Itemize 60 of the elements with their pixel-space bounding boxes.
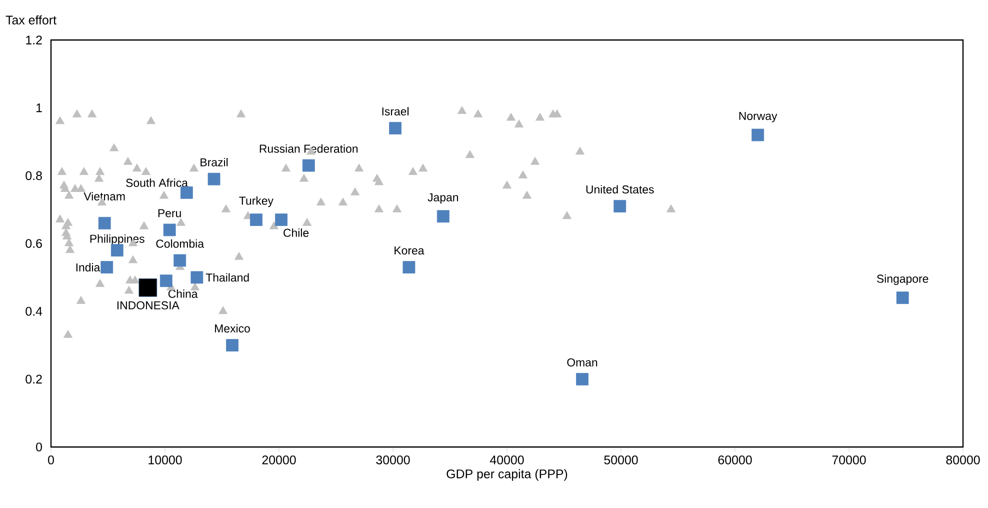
series-label: Thailand [206, 273, 249, 282]
series-label: Turkey [239, 196, 274, 208]
point [250, 214, 262, 226]
series-label: Brazil [200, 158, 228, 166]
point [163, 224, 176, 236]
point [226, 339, 238, 352]
y-tick-label: 0.2 [26, 374, 42, 384]
y-tick-label: 0 [36, 442, 42, 452]
x-tick-label: 10000 [148, 456, 182, 464]
x-tick-label: 30000 [376, 456, 410, 464]
series-label: Japan [428, 193, 458, 204]
y-tick-label: 1 [36, 104, 42, 112]
point [302, 159, 315, 172]
point [614, 200, 626, 212]
point [402, 261, 416, 274]
point [160, 274, 172, 288]
series-label: INDONESIA [117, 301, 180, 310]
point [896, 292, 909, 304]
point [389, 122, 402, 134]
y-tick-label: 1.2 [26, 36, 42, 44]
point [100, 261, 114, 274]
series-label: Chile [284, 228, 309, 237]
x-tick-label: 0 [48, 456, 54, 464]
series-label: South Africa [126, 178, 188, 187]
x-tick-label: 80000 [946, 456, 980, 464]
series-label: Vietnam [84, 192, 125, 200]
series-label: Korea [394, 246, 424, 255]
point [752, 128, 764, 142]
series-label: India [76, 263, 100, 272]
series-label: Oman [567, 358, 598, 366]
x-tick-label: 70000 [832, 456, 866, 464]
x-tick-label: 40000 [490, 456, 524, 464]
point [436, 210, 450, 223]
y-axis-title: Tax effort [6, 15, 56, 24]
series-label: Philippines [90, 234, 144, 246]
y-tick-label: 0.4 [26, 306, 42, 316]
point [98, 216, 111, 230]
x-tick-label: 20000 [262, 456, 296, 464]
point [110, 244, 124, 256]
series-label: Russian Federation [260, 144, 358, 153]
point [576, 372, 588, 386]
y-tick-label: 0.8 [26, 171, 42, 180]
point [138, 278, 158, 297]
series-label: Israel [382, 107, 409, 116]
point [275, 214, 288, 226]
series-label: Singapore [876, 274, 928, 286]
series-label: Colombia [156, 239, 204, 248]
series-label: Norway [739, 112, 778, 122]
series-label: Peru [158, 209, 181, 218]
point [174, 254, 186, 267]
x-tick-label: 60000 [718, 456, 752, 464]
series-label: Mexico [215, 324, 250, 333]
series-label: United States [586, 185, 654, 194]
point [208, 172, 220, 186]
x-axis-title: GDP per capita (PPP) [446, 469, 568, 481]
point [190, 271, 204, 284]
series-label: China [168, 290, 198, 298]
x-tick-label: 50000 [604, 456, 638, 464]
y-tick-label: 0.6 [26, 239, 42, 248]
point [180, 186, 193, 199]
